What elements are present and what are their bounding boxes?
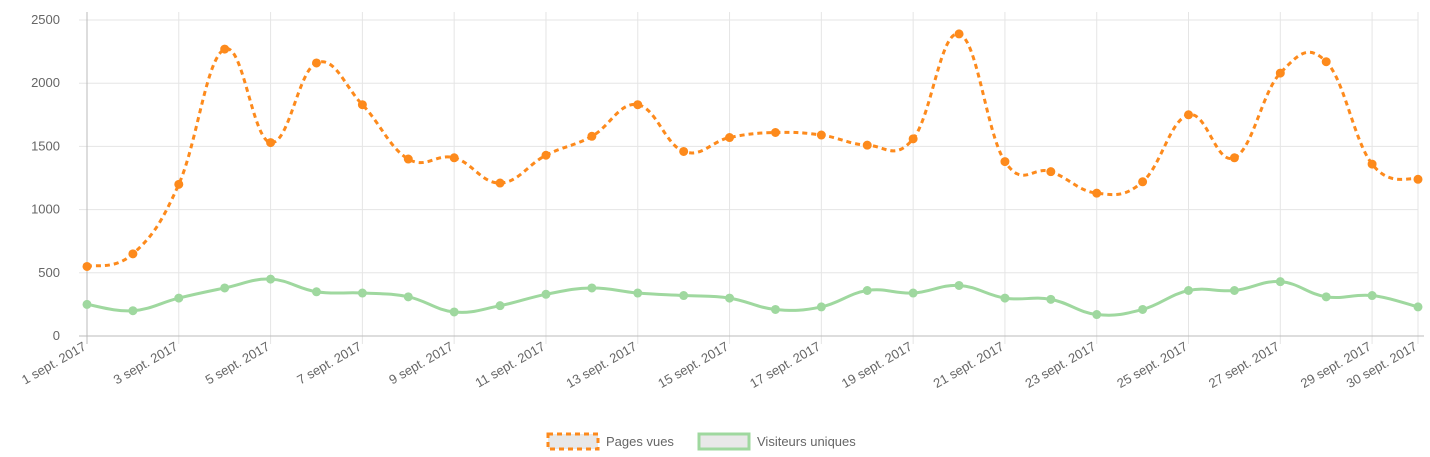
legend-label-visiteurs-uniques: Visiteurs uniques — [757, 434, 856, 449]
data-point-pages-vues[interactable] — [1367, 159, 1377, 169]
data-point-pages-vues[interactable] — [954, 29, 964, 39]
data-point-pages-vues[interactable] — [1275, 68, 1285, 78]
x-tick-label: 15 sept. 2017 — [655, 339, 731, 391]
data-point-visiteurs-uniques[interactable] — [128, 306, 138, 316]
data-point-visiteurs-uniques[interactable] — [495, 301, 505, 311]
data-point-visiteurs-uniques[interactable] — [220, 283, 230, 293]
legend-item-visiteurs-uniques[interactable]: Visiteurs uniques — [697, 432, 856, 451]
data-point-visiteurs-uniques[interactable] — [82, 299, 92, 309]
x-tick-label: 21 sept. 2017 — [931, 339, 1007, 391]
series-line-visiteurs-uniques — [86, 277, 1419, 317]
data-point-visiteurs-uniques[interactable] — [770, 304, 780, 314]
data-point-pages-vues[interactable] — [862, 140, 872, 150]
y-tick-label: 2500 — [31, 12, 60, 27]
x-tick-label: 5 sept. 2017 — [203, 339, 272, 388]
legend-swatch-visiteurs-uniques — [697, 432, 751, 451]
legend-item-pages-vues[interactable]: Pages vues — [546, 432, 674, 451]
data-point-pages-vues[interactable] — [541, 150, 551, 160]
data-point-visiteurs-uniques[interactable] — [311, 287, 321, 297]
data-point-visiteurs-uniques[interactable] — [1000, 293, 1010, 303]
data-point-pages-vues[interactable] — [266, 138, 276, 148]
x-tick-label: 9 sept. 2017 — [386, 339, 455, 388]
data-point-pages-vues[interactable] — [633, 100, 643, 110]
data-point-visiteurs-uniques[interactable] — [862, 285, 872, 295]
data-point-pages-vues[interactable] — [495, 178, 505, 188]
data-point-pages-vues[interactable] — [403, 154, 413, 164]
data-point-visiteurs-uniques[interactable] — [679, 291, 689, 301]
data-point-pages-vues[interactable] — [82, 261, 92, 271]
data-point-pages-vues[interactable] — [220, 44, 230, 54]
data-point-pages-vues[interactable] — [587, 131, 597, 141]
y-axis-ticks: 0 500 1000 1500 2000 2500 — [31, 12, 60, 343]
data-point-visiteurs-uniques[interactable] — [587, 283, 597, 293]
x-tick-label: 17 sept. 2017 — [747, 339, 823, 391]
data-point-pages-vues[interactable] — [1138, 177, 1148, 187]
data-point-visiteurs-uniques[interactable] — [266, 274, 276, 284]
data-point-pages-vues[interactable] — [816, 130, 826, 140]
x-tick-label: 27 sept. 2017 — [1206, 339, 1282, 391]
data-point-visiteurs-uniques[interactable] — [541, 289, 551, 299]
data-point-pages-vues[interactable] — [449, 153, 459, 163]
data-point-pages-vues[interactable] — [174, 179, 184, 189]
y-tick-label: 0 — [53, 328, 60, 343]
x-tick-label: 25 sept. 2017 — [1114, 339, 1190, 391]
data-point-visiteurs-uniques[interactable] — [954, 280, 964, 290]
data-point-visiteurs-uniques[interactable] — [1092, 310, 1102, 320]
series — [82, 29, 1423, 320]
data-point-pages-vues[interactable] — [908, 134, 918, 144]
data-point-visiteurs-uniques[interactable] — [1413, 302, 1423, 312]
y-tick-label: 1000 — [31, 202, 60, 217]
data-point-pages-vues[interactable] — [1229, 153, 1239, 163]
data-point-visiteurs-uniques[interactable] — [816, 302, 826, 312]
legend-swatch-pages-vues — [546, 432, 600, 451]
data-point-pages-vues[interactable] — [679, 146, 689, 156]
x-tick-label: 7 sept. 2017 — [294, 339, 363, 388]
x-tick-label: 23 sept. 2017 — [1022, 339, 1098, 391]
y-tick-label: 500 — [38, 265, 60, 280]
x-tick-label: 1 sept. 2017 — [19, 339, 88, 388]
data-point-visiteurs-uniques[interactable] — [1275, 277, 1285, 287]
data-point-visiteurs-uniques[interactable] — [1321, 292, 1331, 302]
data-point-visiteurs-uniques[interactable] — [174, 293, 184, 303]
data-point-pages-vues[interactable] — [1046, 167, 1056, 177]
series-line-pages-vues — [86, 32, 1419, 268]
data-point-visiteurs-uniques[interactable] — [1138, 304, 1148, 314]
data-point-pages-vues[interactable] — [1000, 157, 1010, 167]
y-tick-label: 1500 — [31, 138, 60, 153]
grid — [79, 12, 1419, 344]
x-tick-label: 13 sept. 2017 — [564, 339, 640, 391]
data-point-visiteurs-uniques[interactable] — [633, 288, 643, 298]
data-point-visiteurs-uniques[interactable] — [403, 292, 413, 302]
data-point-pages-vues[interactable] — [1413, 174, 1423, 184]
data-point-pages-vues[interactable] — [128, 249, 138, 259]
data-point-pages-vues[interactable] — [357, 100, 367, 110]
legend-label-pages-vues: Pages vues — [606, 434, 674, 449]
series-pages-vues — [82, 29, 1423, 271]
data-point-pages-vues[interactable] — [1092, 188, 1102, 198]
data-point-visiteurs-uniques[interactable] — [1046, 294, 1056, 304]
data-point-visiteurs-uniques[interactable] — [449, 307, 459, 317]
legend[interactable]: Pages vues Visiteurs uniques — [546, 432, 856, 451]
x-tick-label: 11 sept. 2017 — [473, 339, 548, 391]
data-point-pages-vues[interactable] — [725, 133, 735, 143]
data-point-visiteurs-uniques[interactable] — [908, 288, 918, 298]
axes — [79, 12, 1424, 344]
data-point-visiteurs-uniques[interactable] — [357, 288, 367, 298]
data-point-pages-vues[interactable] — [770, 127, 780, 137]
series-visiteurs-uniques — [82, 274, 1423, 320]
x-tick-label: 3 sept. 2017 — [111, 339, 180, 388]
data-point-visiteurs-uniques[interactable] — [1367, 291, 1377, 301]
data-point-visiteurs-uniques[interactable] — [725, 293, 735, 303]
x-axis-ticks: 1 sept. 2017 3 sept. 2017 5 sept. 2017 7 se… — [19, 339, 1419, 391]
data-point-pages-vues[interactable] — [1184, 110, 1194, 120]
y-tick-label: 2000 — [31, 75, 60, 90]
data-point-pages-vues[interactable] — [1321, 57, 1331, 67]
data-point-visiteurs-uniques[interactable] — [1184, 285, 1194, 295]
data-point-visiteurs-uniques[interactable] — [1229, 285, 1239, 295]
data-point-pages-vues[interactable] — [311, 58, 321, 68]
x-tick-label: 19 sept. 2017 — [839, 339, 915, 391]
